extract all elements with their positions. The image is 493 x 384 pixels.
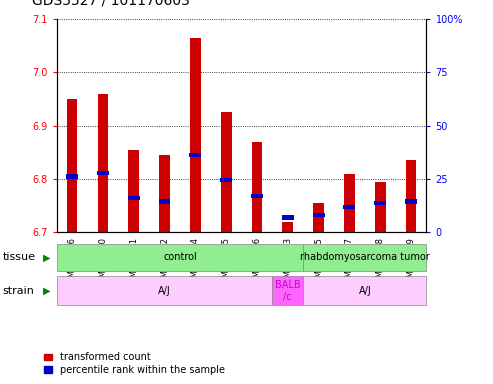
Bar — [374, 201, 386, 205]
Text: A/J: A/J — [358, 286, 371, 296]
Bar — [159, 199, 171, 204]
Text: tissue: tissue — [2, 252, 35, 262]
Bar — [57, 276, 272, 305]
Bar — [221, 113, 232, 232]
Bar — [405, 199, 417, 204]
Bar — [303, 244, 426, 271]
Bar — [251, 142, 262, 232]
Bar — [303, 276, 426, 305]
Bar — [128, 150, 139, 232]
Bar — [98, 94, 108, 232]
Bar — [159, 155, 170, 232]
Bar — [313, 203, 324, 232]
Bar — [128, 195, 140, 200]
Bar — [282, 215, 294, 220]
Legend: transformed count, percentile rank within the sample: transformed count, percentile rank withi… — [44, 353, 225, 375]
Bar — [189, 153, 201, 157]
Text: GDS5527 / 101170603: GDS5527 / 101170603 — [32, 0, 190, 8]
Text: control: control — [163, 252, 197, 262]
Bar — [272, 276, 303, 305]
Text: A/J: A/J — [158, 286, 171, 296]
Bar — [57, 244, 303, 271]
Text: rhabdomyosarcoma tumor: rhabdomyosarcoma tumor — [300, 252, 430, 262]
Text: ▶: ▶ — [43, 286, 51, 296]
Bar — [282, 222, 293, 232]
Bar — [251, 194, 263, 198]
Bar — [406, 161, 417, 232]
Bar — [375, 182, 386, 232]
Text: strain: strain — [2, 286, 35, 296]
Text: ▶: ▶ — [43, 252, 51, 262]
Bar — [190, 38, 201, 232]
Text: BALB
/c: BALB /c — [275, 280, 301, 302]
Bar — [220, 178, 232, 182]
Bar — [344, 205, 355, 209]
Bar — [66, 174, 78, 179]
Bar — [97, 170, 109, 175]
Bar — [344, 174, 355, 232]
Bar — [67, 99, 77, 232]
Bar — [313, 213, 324, 217]
